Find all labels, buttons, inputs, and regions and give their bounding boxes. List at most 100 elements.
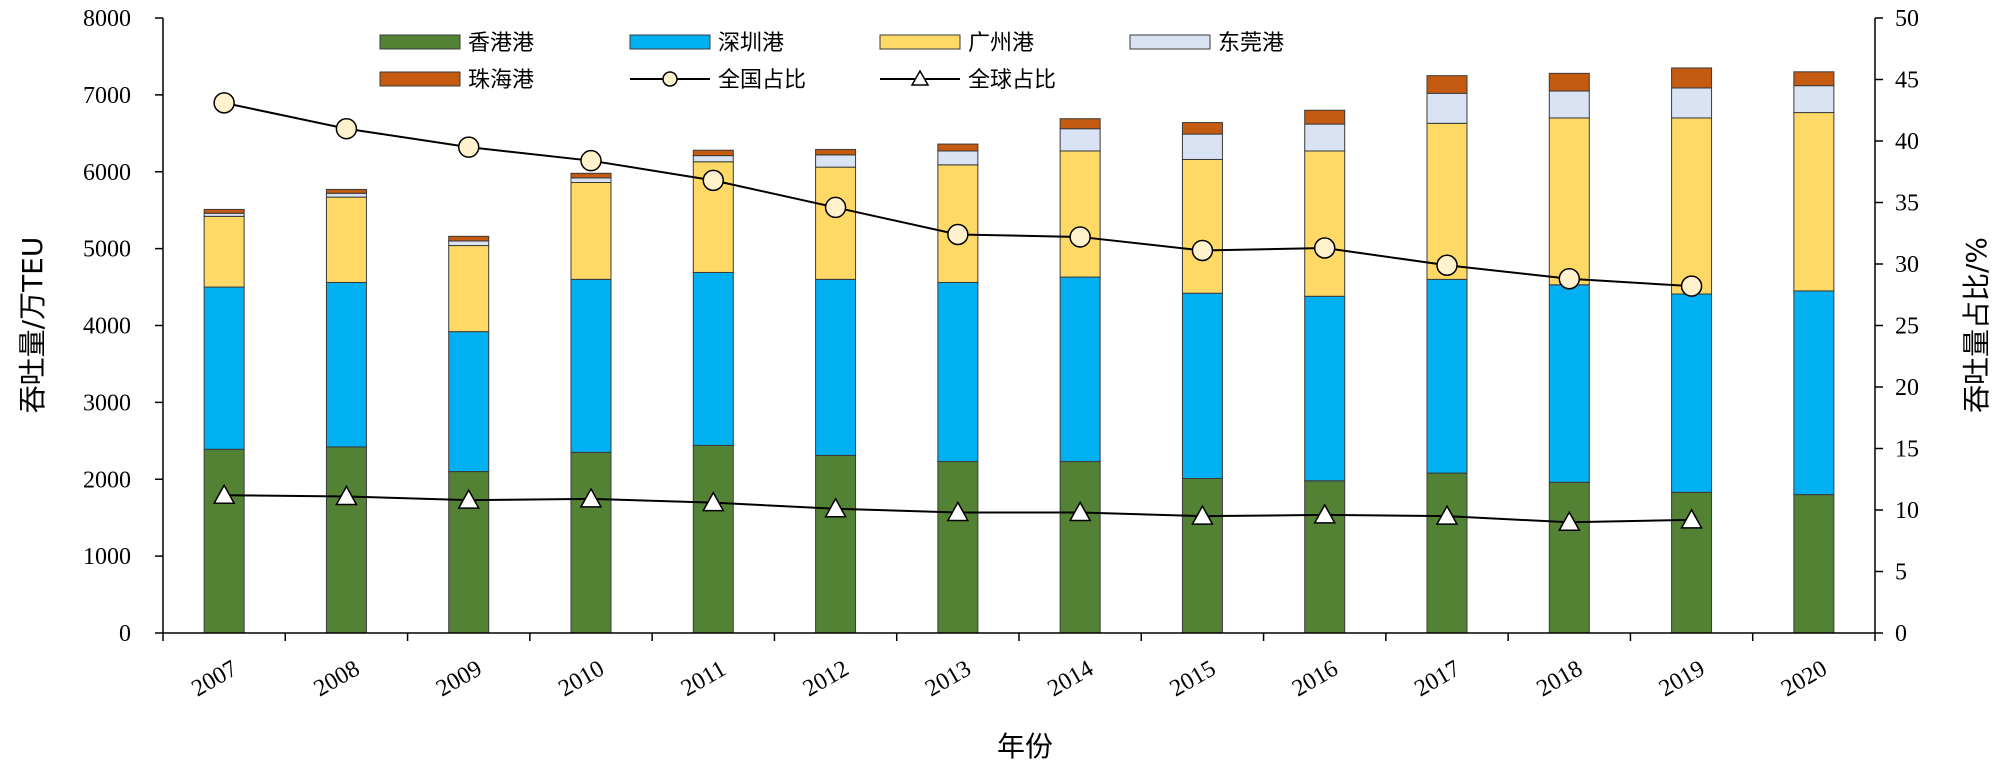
line-0-point-2014	[1069, 226, 1091, 248]
bar-segment-2010-s2	[570, 182, 612, 280]
y2-tick-label-40: 40	[1895, 129, 1919, 155]
legend-swatch-s2	[879, 34, 961, 50]
bar-segment-2017-s4	[1426, 75, 1468, 94]
bar-segment-2008-s0	[325, 446, 367, 634]
y2-tick-label-30: 30	[1895, 252, 1919, 278]
bar-segment-2020-s4	[1793, 71, 1835, 87]
y2-tick-label-20: 20	[1895, 375, 1919, 401]
lines-layer	[212, 92, 1703, 532]
y2-tick-label-0: 0	[1895, 621, 1907, 647]
legend-label-s4: 珠海港	[468, 68, 534, 93]
bar-segment-2011-s1	[692, 271, 734, 446]
x-tick-label-2014: 2014	[1043, 656, 1098, 703]
x-tick-label-2011: 2011	[677, 656, 731, 702]
y-axis-title: 吞吐量/万TEU	[16, 237, 49, 414]
bar-segment-2016-s1	[1304, 295, 1346, 482]
y-tick-label-8000: 8000	[83, 6, 131, 32]
line-0-point-2007	[213, 92, 235, 114]
x-tick-label-2009: 2009	[432, 656, 487, 703]
bar-segment-2017-s1	[1426, 278, 1468, 474]
line-0-point-2010	[580, 149, 602, 172]
line-1-point-2009	[457, 488, 480, 509]
bar-segment-2009-s1	[448, 331, 490, 473]
bar-segment-2012-s2	[815, 166, 857, 280]
x-tick-label-2016: 2016	[1288, 656, 1343, 703]
legend-swatch-s1	[629, 34, 711, 50]
bar-segment-2007-s0	[203, 448, 245, 634]
line-0-point-2013	[947, 223, 969, 246]
bar-segment-2009-s2	[448, 245, 490, 333]
x-tick-label-2017: 2017	[1410, 656, 1465, 703]
y-tick-label-7000: 7000	[83, 83, 131, 109]
legend-swatch-s4	[379, 71, 461, 87]
y-tick-label-5000: 5000	[83, 237, 131, 263]
y2-tick-label-15: 15	[1895, 437, 1919, 463]
x-tick-label-2007: 2007	[187, 656, 242, 703]
legend-label-s2: 广州港	[968, 31, 1034, 56]
y-tick-label-1000: 1000	[83, 544, 131, 570]
bar-segment-2015-s3	[1181, 133, 1223, 160]
bar-segment-2010-s4	[570, 172, 612, 179]
bar-segment-2018-s2	[1548, 117, 1590, 286]
y-tick-label-3000: 3000	[83, 390, 131, 416]
bar-segment-2018-s1	[1548, 284, 1590, 483]
line-0-point-2008	[335, 117, 358, 140]
bar-segment-2007-s1	[203, 286, 245, 450]
line-1-point-2013	[946, 500, 970, 522]
bar-segment-2020-s0	[1793, 494, 1835, 634]
bar-segment-2008-s3	[325, 192, 367, 198]
line-1-point-2008	[335, 484, 358, 506]
bar-segment-2013-s1	[937, 281, 979, 463]
bar-segment-2008-s1	[325, 281, 367, 448]
line-1-point-2012	[824, 497, 847, 518]
bar-segment-2014-s2	[1059, 150, 1101, 278]
line-1-point-2007	[212, 483, 236, 504]
legend-marker-l1	[910, 69, 930, 86]
x-tick-label-2019: 2019	[1655, 656, 1710, 703]
bar-segment-2014-s4	[1059, 118, 1101, 130]
bar-segment-2018-s4	[1548, 72, 1590, 92]
line-1-point-2010	[579, 487, 603, 508]
bar-segment-2019-s1	[1671, 293, 1713, 493]
bar-segment-2009-s0	[448, 471, 490, 634]
y2-tick-label-25: 25	[1895, 314, 1919, 340]
bar-segment-2015-s4	[1181, 122, 1223, 135]
bar-segment-2016-s3	[1304, 123, 1346, 152]
bar-segment-2014-s0	[1059, 461, 1101, 634]
bar-segment-2011-s3	[692, 155, 734, 163]
line-0-point-2012	[824, 196, 847, 219]
y2-tick-label-45: 45	[1895, 68, 1919, 94]
line-1-point-2016	[1313, 503, 1336, 524]
line-0-point-2015	[1191, 239, 1214, 262]
bar-segment-2011-s4	[692, 149, 734, 157]
bar-segment-2015-s0	[1181, 477, 1223, 634]
bar-segment-2011-s0	[692, 444, 734, 634]
x-tick-label-2010: 2010	[554, 656, 609, 703]
bar-segment-2009-s3	[448, 240, 490, 247]
line-0-point-2016	[1313, 237, 1336, 259]
bar-segment-2009-s4	[448, 235, 490, 242]
bar-segment-2010-s1	[570, 278, 612, 453]
bar-segment-2012-s0	[815, 454, 857, 634]
x-tick-label-2012: 2012	[799, 656, 854, 703]
y2-tick-label-5: 5	[1895, 560, 1907, 586]
bar-segment-2014-s3	[1059, 128, 1101, 152]
legend-label-s0: 香港港	[468, 31, 534, 56]
bar-segment-2013-s2	[937, 164, 979, 283]
y2-tick-label-10: 10	[1895, 498, 1919, 524]
bar-segment-2012-s3	[815, 154, 857, 168]
line-1-point-2018	[1558, 510, 1581, 532]
bar-segment-2017-s0	[1426, 472, 1468, 634]
bar-segment-2019-s2	[1671, 117, 1713, 295]
bar-segment-2017-s3	[1426, 92, 1468, 124]
legend-label-s3: 东莞港	[1218, 31, 1284, 56]
bar-segment-2020-s1	[1793, 290, 1835, 496]
x-tick-label-2018: 2018	[1533, 656, 1588, 703]
line-1-point-2017	[1435, 504, 1459, 525]
bar-segment-2013-s0	[937, 461, 979, 634]
x-tick-label-2013: 2013	[921, 656, 976, 703]
bar-segment-2015-s1	[1181, 292, 1223, 479]
bar-segment-2007-s2	[203, 215, 245, 288]
bar-segment-2013-s3	[937, 150, 979, 166]
bars-layer	[203, 67, 1835, 634]
